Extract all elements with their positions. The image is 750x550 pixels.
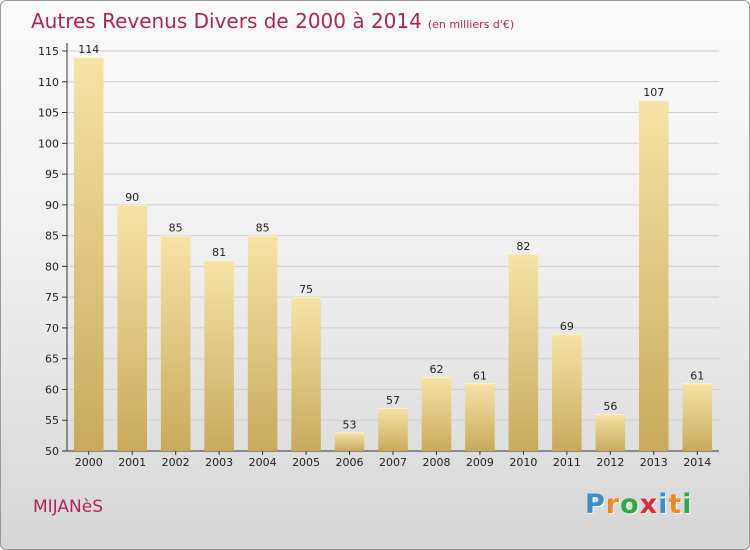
x-tick-label: 2001 — [118, 456, 146, 469]
data-label: 114 — [78, 43, 99, 56]
y-tick-label: 105 — [38, 107, 59, 120]
bar — [117, 204, 147, 451]
x-tick-label: 2008 — [422, 456, 450, 469]
x-tick-label: 2003 — [205, 456, 233, 469]
y-tick-label: 50 — [45, 445, 59, 458]
bar — [421, 377, 452, 451]
x-tick-label: 2002 — [162, 456, 190, 469]
logo-letter: x — [639, 489, 659, 520]
bar — [73, 57, 104, 452]
bar — [291, 297, 321, 451]
logo-letter: r — [605, 489, 621, 520]
bar — [552, 334, 582, 451]
x-tick-label: 2013 — [640, 456, 668, 469]
logo-letter: t — [668, 489, 683, 520]
bar — [204, 260, 234, 451]
chart-title: Autres Revenus Divers de 2000 à 2014 (en … — [31, 9, 514, 33]
bar — [160, 235, 191, 451]
proxiti-logo[interactable]: Proxiti — [585, 489, 693, 520]
y-tick-label: 80 — [45, 260, 59, 273]
data-label: 82 — [516, 240, 530, 253]
data-label: 57 — [386, 394, 400, 407]
x-tick-label: 2005 — [292, 456, 320, 469]
y-tick-label: 75 — [45, 291, 59, 304]
x-tick-label: 2010 — [509, 456, 537, 469]
x-tick-label: 2014 — [683, 456, 711, 469]
unit-label: (en milliers d'€) — [427, 18, 515, 31]
data-labels: 114 90 85 81 85 75 53 57 62 61 82 69 56 107 61 — [78, 43, 704, 431]
y-tick-label: 60 — [45, 383, 59, 396]
bar — [639, 100, 669, 451]
x-tick-label: 2004 — [249, 456, 277, 469]
bar — [247, 235, 278, 451]
data-label: 61 — [473, 369, 487, 382]
y-tick-label: 65 — [45, 353, 59, 366]
data-label: 61 — [690, 369, 704, 382]
x-tick-label: 2007 — [379, 456, 407, 469]
bar — [465, 383, 495, 451]
y-tick-label: 85 — [45, 230, 59, 243]
commune-name: MIJANèS — [33, 497, 103, 517]
bar — [508, 254, 539, 451]
data-label: 81 — [212, 246, 226, 259]
y-tick-label: 55 — [45, 414, 59, 427]
data-label: 107 — [643, 86, 664, 99]
logo-letter: i — [658, 489, 669, 520]
title-text: Autres Revenus Divers de 2000 à 2014 — [31, 9, 422, 33]
data-label: 75 — [299, 283, 313, 296]
bar — [682, 383, 713, 451]
data-label: 56 — [603, 400, 617, 413]
data-label: 85 — [256, 222, 270, 235]
data-label: 90 — [125, 191, 139, 204]
x-tick-label: 2006 — [336, 456, 364, 469]
x-tick-label: 2011 — [553, 456, 581, 469]
y-tick-label: 70 — [45, 322, 59, 335]
bar — [378, 407, 408, 451]
x-tick-label: 2009 — [466, 456, 494, 469]
bars — [73, 57, 713, 452]
logo-letter: P — [585, 489, 606, 520]
y-tick-label: 110 — [38, 76, 59, 89]
logo-letter: o — [620, 489, 640, 520]
axes: 50 55 60 65 70 75 80 85 90 95 100 105 110 115 2000 2001… — [38, 43, 719, 469]
y-tick-label: 115 — [38, 45, 59, 58]
data-label: 53 — [343, 419, 357, 432]
y-tick-label: 100 — [38, 137, 59, 150]
y-tick-label: 95 — [45, 168, 59, 181]
x-tick-label: 2012 — [596, 456, 624, 469]
bar — [595, 414, 626, 451]
bar — [334, 432, 365, 451]
data-label: 69 — [560, 320, 574, 333]
data-label: 62 — [429, 363, 443, 376]
logo-letter: i — [682, 489, 693, 520]
x-tick-label: 2000 — [75, 456, 103, 469]
y-tick-label: 90 — [45, 199, 59, 212]
data-label: 85 — [169, 222, 183, 235]
